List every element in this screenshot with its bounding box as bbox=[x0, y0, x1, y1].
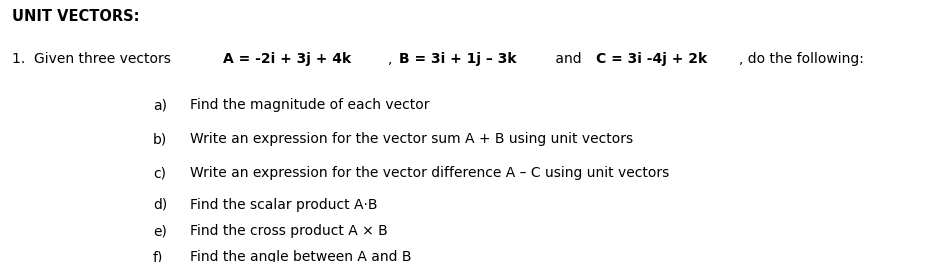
Text: c): c) bbox=[153, 166, 166, 180]
Text: f): f) bbox=[153, 250, 163, 262]
Text: Find the scalar product A·B: Find the scalar product A·B bbox=[190, 198, 377, 212]
Text: a): a) bbox=[153, 98, 167, 112]
Text: Find the angle between A and B: Find the angle between A and B bbox=[190, 250, 412, 262]
Text: b): b) bbox=[153, 132, 167, 146]
Text: A = -2i + 3j + 4k: A = -2i + 3j + 4k bbox=[222, 52, 350, 66]
Text: and: and bbox=[551, 52, 585, 66]
Text: UNIT VECTORS:: UNIT VECTORS: bbox=[12, 9, 139, 24]
Text: B = 3i + 1j – 3k: B = 3i + 1j – 3k bbox=[399, 52, 516, 66]
Text: , do the following:: , do the following: bbox=[739, 52, 863, 66]
Text: Write an expression for the vector difference A – C using unit vectors: Write an expression for the vector diffe… bbox=[190, 166, 668, 180]
Text: ,: , bbox=[387, 52, 397, 66]
Text: Find the magnitude of each vector: Find the magnitude of each vector bbox=[190, 98, 429, 112]
Text: C = 3i -4j + 2k: C = 3i -4j + 2k bbox=[595, 52, 706, 66]
Text: Find the cross product A × B: Find the cross product A × B bbox=[190, 224, 387, 238]
Text: e): e) bbox=[153, 224, 167, 238]
Text: d): d) bbox=[153, 198, 167, 212]
Text: 1.  Given three vectors: 1. Given three vectors bbox=[12, 52, 175, 66]
Text: Write an expression for the vector sum A + B using unit vectors: Write an expression for the vector sum A… bbox=[190, 132, 633, 146]
